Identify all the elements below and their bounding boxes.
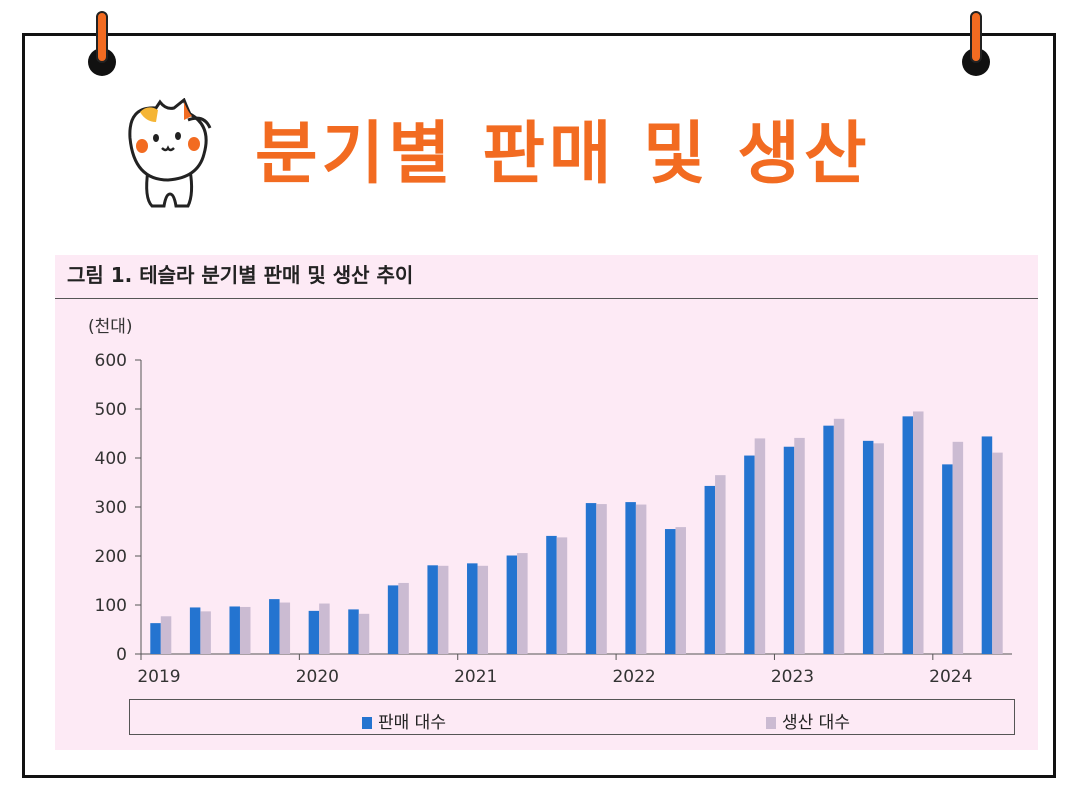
bar-production	[517, 553, 528, 654]
bar-sales	[664, 529, 676, 654]
bar-sales	[427, 565, 438, 654]
bar-sales	[387, 585, 399, 654]
cat-mascot-icon	[128, 98, 212, 208]
bar-sales	[348, 609, 359, 654]
bar-sales	[269, 599, 280, 654]
bar-sales	[506, 555, 518, 654]
y-tick-label: 600	[95, 351, 127, 371]
bar-production	[873, 443, 884, 654]
bar-sales	[942, 464, 953, 654]
chart-legend: 판매 대수 생산 대수	[129, 699, 1015, 735]
bar-sales	[902, 416, 914, 654]
bar-production	[279, 602, 291, 654]
x-tick-label: 2020	[296, 667, 339, 687]
legend-swatch-production	[766, 717, 776, 729]
pushpin-left-icon	[88, 11, 116, 76]
legend-swatch-sales	[362, 717, 372, 729]
legend-label-production: 생산 대수	[782, 713, 850, 733]
bar-production	[358, 613, 370, 654]
bar-production	[200, 611, 211, 654]
bar-production	[794, 437, 805, 654]
bar-production	[754, 438, 766, 654]
bar-production	[992, 452, 1003, 654]
bar-sales	[625, 502, 636, 654]
y-tick-label: 300	[95, 498, 127, 518]
bar-sales	[229, 606, 240, 654]
figure-title: 그림 1. 테슬라 분기별 판매 및 생산 추이	[67, 263, 414, 287]
y-tick-label: 500	[95, 400, 127, 420]
bar-sales	[467, 563, 478, 654]
y-tick-label: 400	[95, 449, 127, 469]
legend-item-sales: 판매 대수	[362, 708, 446, 733]
bar-sales	[744, 455, 755, 654]
bar-sales	[823, 425, 834, 654]
bar-production	[556, 537, 568, 654]
bar-production	[715, 475, 726, 654]
bar-sales	[862, 440, 874, 654]
bar-sales	[981, 436, 993, 654]
bar-production	[833, 418, 845, 654]
bar-production	[160, 616, 172, 654]
x-tick-label: 2019	[137, 667, 180, 687]
bar-sales	[546, 535, 557, 654]
y-tick-label: 100	[95, 596, 127, 616]
bar-production	[596, 504, 607, 654]
bar-sales	[783, 446, 795, 654]
y-axis-unit-label: (천대)	[88, 317, 133, 337]
figure-title-divider	[55, 298, 1038, 299]
bar-production	[239, 606, 251, 654]
bar-sales	[704, 485, 716, 654]
bar-production	[635, 504, 647, 654]
chart-figure: 그림 1. 테슬라 분기별 판매 및 생산 추이 (천대) 0 100 200 300 4…	[55, 255, 1038, 750]
bar-sales	[585, 503, 597, 654]
y-tick-label: 200	[95, 547, 127, 567]
bar-sales	[308, 610, 320, 654]
x-tick-label: 2022	[612, 667, 655, 687]
bar-sales	[189, 607, 201, 654]
x-tick-label: 2023	[771, 667, 814, 687]
bar-production	[952, 441, 964, 654]
bar-production	[319, 603, 330, 654]
bar-production	[913, 411, 924, 654]
legend-label-sales: 판매 대수	[378, 713, 446, 733]
x-tick-label: 2021	[454, 667, 497, 687]
y-tick-label: 0	[116, 645, 127, 665]
bar-production	[477, 565, 489, 654]
bar-sales	[150, 623, 161, 654]
legend-item-production: 생산 대수	[766, 708, 850, 733]
pushpin-right-icon	[962, 11, 990, 76]
bar-production	[675, 527, 686, 654]
bar-chart: (천대) 0 100 200 300 400 500 600 2019 2020 2021 2022 2…	[88, 317, 1012, 687]
bar-production	[398, 582, 409, 654]
bar-production	[437, 565, 449, 654]
page-headline: 분기별 판매 및 생산	[255, 115, 871, 194]
x-tick-label: 2024	[929, 667, 972, 687]
